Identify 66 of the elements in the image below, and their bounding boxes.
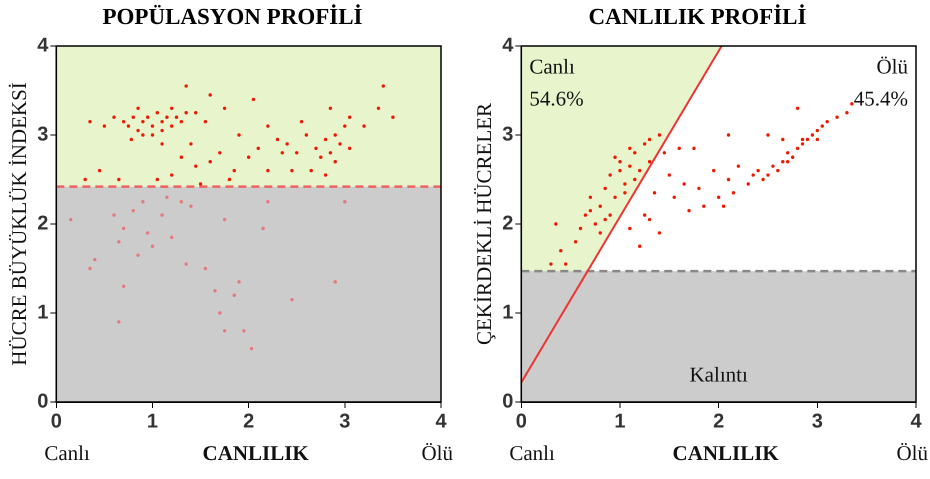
y-axis-title: ÇEKİRDEKLİ HÜCRELER — [472, 102, 496, 346]
x-tick-label: 3 — [339, 410, 350, 433]
point — [237, 280, 241, 284]
y-tick-label: 1 — [502, 302, 514, 324]
point — [165, 196, 169, 199]
y-tick-label: 4 — [502, 34, 514, 57]
band-label: Kalıntı — [689, 362, 748, 386]
y-tick-label: 2 — [37, 212, 48, 235]
point — [150, 244, 154, 248]
text: Canlı — [44, 440, 90, 466]
point — [122, 284, 126, 288]
point — [160, 213, 164, 217]
y-tick-label: 0 — [37, 390, 48, 413]
point — [250, 346, 254, 350]
y-tick-label: 3 — [502, 124, 514, 146]
point — [218, 311, 222, 315]
point — [180, 200, 184, 204]
text: Canlı — [509, 440, 555, 466]
point — [334, 280, 337, 284]
point — [132, 208, 135, 212]
text: Ölü — [421, 440, 453, 466]
point — [222, 329, 226, 332]
x-tick-label: 1 — [614, 410, 626, 433]
annotation: 54.6% — [529, 86, 584, 111]
point — [146, 231, 150, 235]
x-tick-label: 2 — [713, 410, 724, 433]
x-tick-label: 4 — [435, 410, 448, 433]
point — [261, 226, 265, 230]
point — [213, 289, 217, 292]
text: Ölü — [896, 440, 928, 466]
point — [112, 213, 116, 217]
y-tick-label: 4 — [37, 34, 50, 57]
point — [266, 200, 270, 204]
point — [93, 258, 96, 262]
point — [232, 294, 236, 297]
chart-title: CANLILIK PROFİLİ — [588, 4, 808, 30]
point — [222, 218, 226, 222]
x-tick-label: 1 — [146, 410, 158, 433]
y-tick-label: 2 — [502, 212, 514, 235]
point — [343, 200, 347, 204]
point — [117, 320, 121, 324]
annotation: Ölü — [876, 54, 908, 79]
annotation: Canlı — [529, 54, 575, 79]
y-axis-title: HÜCRE BÜYÜKLÜK İNDEKSİ — [7, 82, 32, 366]
x-axis-title: CANLILIK — [672, 440, 779, 466]
point — [189, 204, 193, 208]
x-axis-title: CANLILIK — [202, 440, 309, 466]
point — [170, 236, 174, 240]
x-tick-label: 2 — [243, 410, 254, 433]
point — [117, 240, 121, 244]
annotation: 45.4% — [854, 86, 908, 111]
point — [69, 218, 72, 222]
y-tick-label: 0 — [502, 390, 514, 413]
point — [122, 226, 126, 230]
y-tick-label: 1 — [37, 302, 48, 324]
x-tick-label: 3 — [812, 410, 823, 433]
chart-title: POPÜLASYON PROFİLİ — [101, 4, 364, 30]
point — [88, 266, 92, 270]
point — [184, 262, 188, 266]
point — [204, 266, 208, 270]
point — [290, 298, 294, 302]
y-tick-label: 3 — [37, 124, 48, 146]
point — [141, 200, 145, 204]
point — [136, 253, 140, 257]
point — [242, 329, 246, 332]
x-tick-label: 4 — [910, 410, 922, 433]
